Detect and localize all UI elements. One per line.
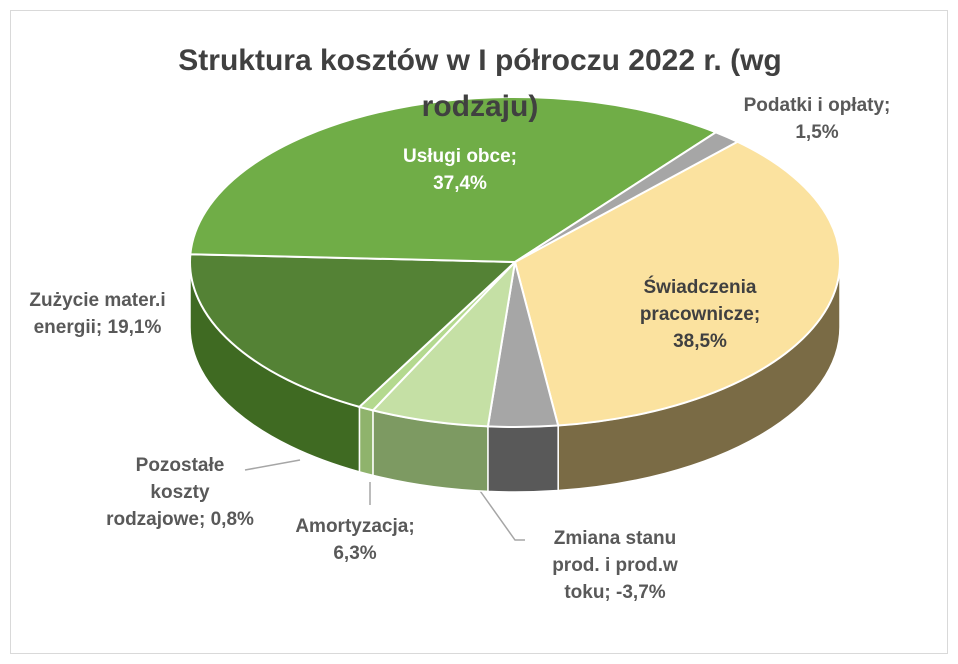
leader-line bbox=[477, 487, 525, 541]
data-label: Świadczenia pracownicze; 38,5% bbox=[625, 274, 775, 355]
data-label: Amortyzacja; 6,3% bbox=[275, 513, 435, 567]
pie-slice bbox=[514, 131, 740, 263]
label-value: 1,5% bbox=[795, 122, 839, 143]
label-value: 37,4% bbox=[433, 173, 487, 194]
label-value: 19,1% bbox=[107, 317, 162, 338]
pie-slice bbox=[513, 140, 841, 427]
label-value: 38,5% bbox=[673, 331, 727, 352]
data-label: Pozostałe koszty rodzajowe; 0,8% bbox=[105, 452, 255, 533]
label-separator: ; bbox=[884, 95, 891, 116]
data-label: Zużycie mater.i energii; 19,1% bbox=[10, 287, 185, 341]
label-category: Zmiana stanu prod. i prod.w toku bbox=[552, 528, 678, 603]
label-separator: ; bbox=[753, 304, 761, 325]
pie-slice-side bbox=[487, 424, 559, 493]
pie-slice bbox=[189, 96, 719, 264]
data-label: Podatki i opłaty; 1,5% bbox=[742, 92, 892, 146]
data-label: Usługi obce; 37,4% bbox=[385, 143, 535, 197]
pie-sides bbox=[189, 261, 841, 493]
pie-tops bbox=[189, 96, 841, 428]
pie-slice-side bbox=[358, 405, 374, 477]
label-separator: ; bbox=[510, 146, 517, 167]
label-category: Usługi obce bbox=[402, 146, 511, 167]
label-value: 0,8% bbox=[210, 509, 254, 530]
label-category: Podatki i opłaty bbox=[743, 95, 885, 116]
pie-slice bbox=[189, 253, 518, 408]
label-category: Zużycie mater.i energii bbox=[29, 290, 166, 338]
label-separator: ; bbox=[604, 582, 617, 603]
label-separator: ; bbox=[408, 516, 415, 537]
label-category: Świadczenia pracownicze bbox=[639, 277, 757, 325]
label-separator: ; bbox=[198, 509, 211, 530]
label-separator: ; bbox=[95, 317, 108, 338]
label-category: Amortyzacja bbox=[295, 516, 409, 537]
data-label: Zmiana stanu prod. i prod.w toku; -3,7% bbox=[530, 525, 700, 606]
label-category: Pozostałe koszty rodzajowe bbox=[106, 455, 225, 530]
label-value: 6,3% bbox=[333, 543, 377, 564]
leader-line bbox=[244, 459, 301, 471]
label-value: -3,7% bbox=[616, 582, 666, 603]
chart-title: Struktura kosztów w I półroczu 2022 r. (… bbox=[178, 44, 782, 123]
